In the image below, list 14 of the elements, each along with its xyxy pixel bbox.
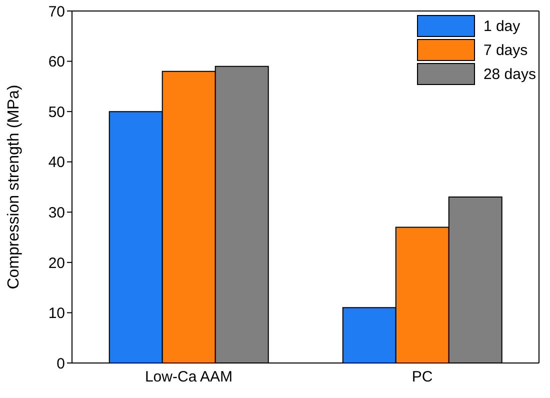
y-tick-label: 10 xyxy=(48,305,65,322)
y-tick-label: 40 xyxy=(48,154,65,172)
y-tick-label: 70 xyxy=(48,3,65,20)
y-tick-label: 60 xyxy=(48,54,65,71)
legend-label: 1 day xyxy=(483,18,520,34)
y-axis-title: Compression strength (MPa) xyxy=(6,84,23,290)
x-tick-label: PC xyxy=(412,368,433,386)
y-tick-label: 30 xyxy=(48,204,65,222)
y-tick-label: 50 xyxy=(48,104,65,121)
y-tick-label: 0 xyxy=(56,355,65,372)
legend-label: 28 days xyxy=(483,66,536,82)
y-tick-label: 20 xyxy=(48,254,65,272)
x-tick-label: Low-Ca AAM xyxy=(144,368,233,386)
legend-label: 7 days xyxy=(483,42,528,58)
